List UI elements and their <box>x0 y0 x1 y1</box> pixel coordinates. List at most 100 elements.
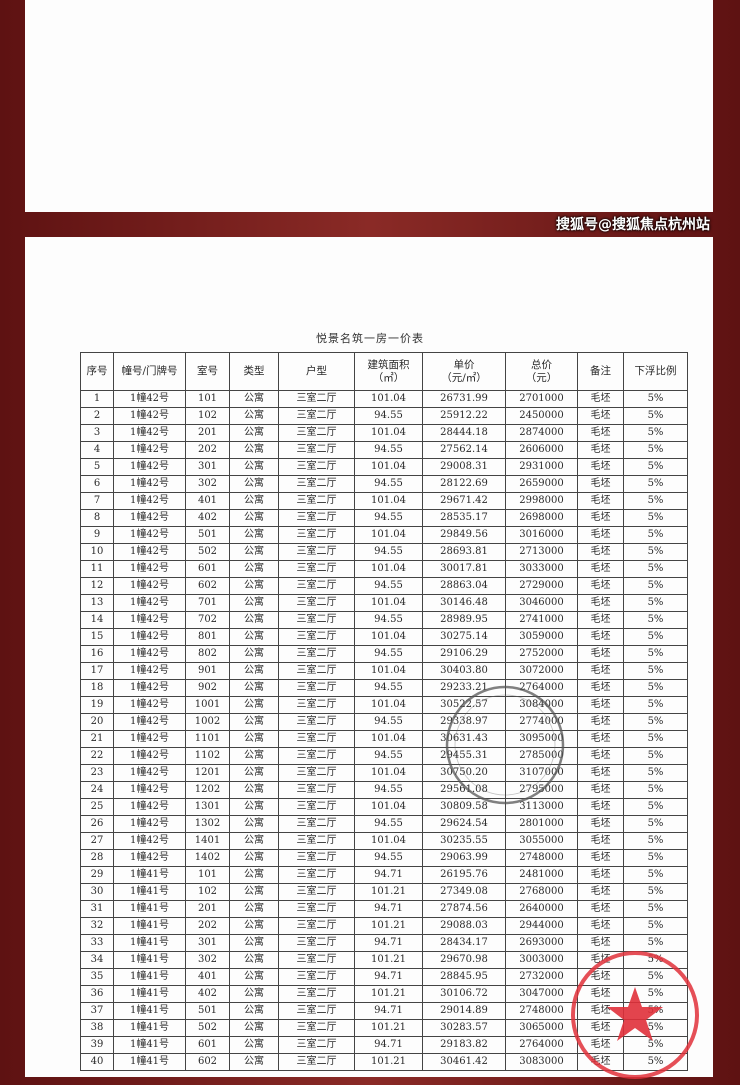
table-cell: 12 <box>80 577 114 595</box>
table-cell: 37 <box>80 1002 114 1020</box>
table-cell: 29849.56 <box>422 526 506 544</box>
table-cell: 毛坯 <box>577 951 624 969</box>
table-cell: 三室二厅 <box>278 577 355 595</box>
table-cell: 毛坯 <box>577 730 624 748</box>
table-cell: 1幢42号 <box>113 696 186 714</box>
column-header: 类型 <box>229 352 279 391</box>
table-cell: 28693.81 <box>422 543 506 561</box>
table-cell: 501 <box>185 526 230 544</box>
table-cell: 1 <box>80 390 114 408</box>
table-cell: 23 <box>80 764 114 782</box>
table-cell: 毛坯 <box>577 866 624 884</box>
table-cell: 毛坯 <box>577 849 624 867</box>
table-cell: 1幢42号 <box>113 475 186 493</box>
table-cell: 101 <box>185 390 230 408</box>
table-cell: 5% <box>623 968 688 986</box>
table-cell: 602 <box>185 577 230 595</box>
table-cell: 2748000 <box>505 849 578 867</box>
table-row: 26 1幢42号 1302 公寓 三室二厅 94.55 29624.54 2801000 毛坯 5… <box>80 815 688 833</box>
column-header: 室号 <box>185 352 230 391</box>
table-cell: 三室二厅 <box>278 781 355 799</box>
table-cell: 公寓 <box>229 441 279 459</box>
table-cell: 三室二厅 <box>278 628 355 646</box>
table-cell: 28122.69 <box>422 475 506 493</box>
table-cell: 1幢41号 <box>113 1019 186 1037</box>
table-cell: 毛坯 <box>577 747 624 765</box>
table-cell: 28 <box>80 849 114 867</box>
table-cell: 三室二厅 <box>278 730 355 748</box>
table-cell: 5% <box>623 458 688 476</box>
table-cell: 三室二厅 <box>278 1036 355 1054</box>
table-cell: 5% <box>623 611 688 629</box>
table-cell: 三室二厅 <box>278 1053 355 1071</box>
table-cell: 4 <box>80 441 114 459</box>
table-cell: 5% <box>623 849 688 867</box>
table-cell: 7 <box>80 492 114 510</box>
table-cell: 5% <box>623 441 688 459</box>
table-cell: 1幢41号 <box>113 1002 186 1020</box>
table-cell: 毛坯 <box>577 577 624 595</box>
table-cell: 3016000 <box>505 526 578 544</box>
table-cell: 5% <box>623 883 688 901</box>
table-cell: 三室二厅 <box>278 1019 355 1037</box>
table-cell: 101.04 <box>354 492 423 510</box>
table-cell: 30146.48 <box>422 594 506 612</box>
table-cell: 5% <box>623 594 688 612</box>
table-cell: 公寓 <box>229 594 279 612</box>
table-cell: 101.04 <box>354 458 423 476</box>
table-cell: 38 <box>80 1019 114 1037</box>
table-cell: 16 <box>80 645 114 663</box>
table-cell: 1幢42号 <box>113 730 186 748</box>
table-cell: 毛坯 <box>577 679 624 697</box>
table-cell: 1幢42号 <box>113 407 186 425</box>
table-cell: 三室二厅 <box>278 968 355 986</box>
table-cell: 27562.14 <box>422 441 506 459</box>
table-cell: 3113000 <box>505 798 578 816</box>
table-cell: 94.55 <box>354 781 423 799</box>
table-cell: 5% <box>623 985 688 1003</box>
table-cell: 1幢42号 <box>113 611 186 629</box>
table-cell: 602 <box>185 1053 230 1071</box>
table-row: 18 1幢42号 902 公寓 三室二厅 94.55 29233.21 2764000 毛坯 5% <box>80 679 688 697</box>
table-cell: 公寓 <box>229 611 279 629</box>
table-cell: 27349.08 <box>422 883 506 901</box>
table-cell: 5% <box>623 407 688 425</box>
table-cell: 202 <box>185 441 230 459</box>
table-cell: 公寓 <box>229 866 279 884</box>
table-cell: 三室二厅 <box>278 696 355 714</box>
table-row: 36 1幢41号 402 公寓 三室二厅 101.21 30106.72 3047000 毛坯 5… <box>80 985 688 1003</box>
table-cell: 94.71 <box>354 968 423 986</box>
table-cell: 27 <box>80 832 114 850</box>
table-cell: 5% <box>623 747 688 765</box>
table-cell: 5% <box>623 628 688 646</box>
table-cell: 28845.95 <box>422 968 506 986</box>
table-cell: 302 <box>185 475 230 493</box>
table-cell: 2998000 <box>505 492 578 510</box>
table-cell: 三室二厅 <box>278 713 355 731</box>
table-cell: 30017.81 <box>422 560 506 578</box>
table-cell: 101.04 <box>354 628 423 646</box>
table-row: 23 1幢42号 1201 公寓 三室二厅 101.04 30750.20 3107000 毛坯… <box>80 764 688 782</box>
table-cell: 5% <box>623 679 688 697</box>
table-cell: 5% <box>623 815 688 833</box>
table-row: 11 1幢42号 601 公寓 三室二厅 101.04 30017.81 3033000 毛坯 5… <box>80 560 688 578</box>
table-cell: 三室二厅 <box>278 832 355 850</box>
table-cell: 5% <box>623 424 688 442</box>
table-cell: 27874.56 <box>422 900 506 918</box>
table-cell: 毛坯 <box>577 713 624 731</box>
table-cell: 毛坯 <box>577 883 624 901</box>
table-cell: 1幢42号 <box>113 628 186 646</box>
table-cell: 三室二厅 <box>278 611 355 629</box>
table-cell: 毛坯 <box>577 900 624 918</box>
table-row: 7 1幢42号 401 公寓 三室二厅 101.04 29671.42 2998000 毛坯 5% <box>80 492 688 510</box>
table-cell: 501 <box>185 1002 230 1020</box>
table-cell: 1幢41号 <box>113 900 186 918</box>
table-cell: 1幢41号 <box>113 1053 186 1071</box>
document-title: 悦景名筑一房一价表 <box>316 332 424 345</box>
table-row: 30 1幢41号 102 公寓 三室二厅 101.21 27349.08 2768000 毛坯 5… <box>80 883 688 901</box>
table-cell: 29008.31 <box>422 458 506 476</box>
table-cell: 1302 <box>185 815 230 833</box>
table-cell: 2752000 <box>505 645 578 663</box>
table-cell: 5% <box>623 560 688 578</box>
table-cell: 毛坯 <box>577 832 624 850</box>
